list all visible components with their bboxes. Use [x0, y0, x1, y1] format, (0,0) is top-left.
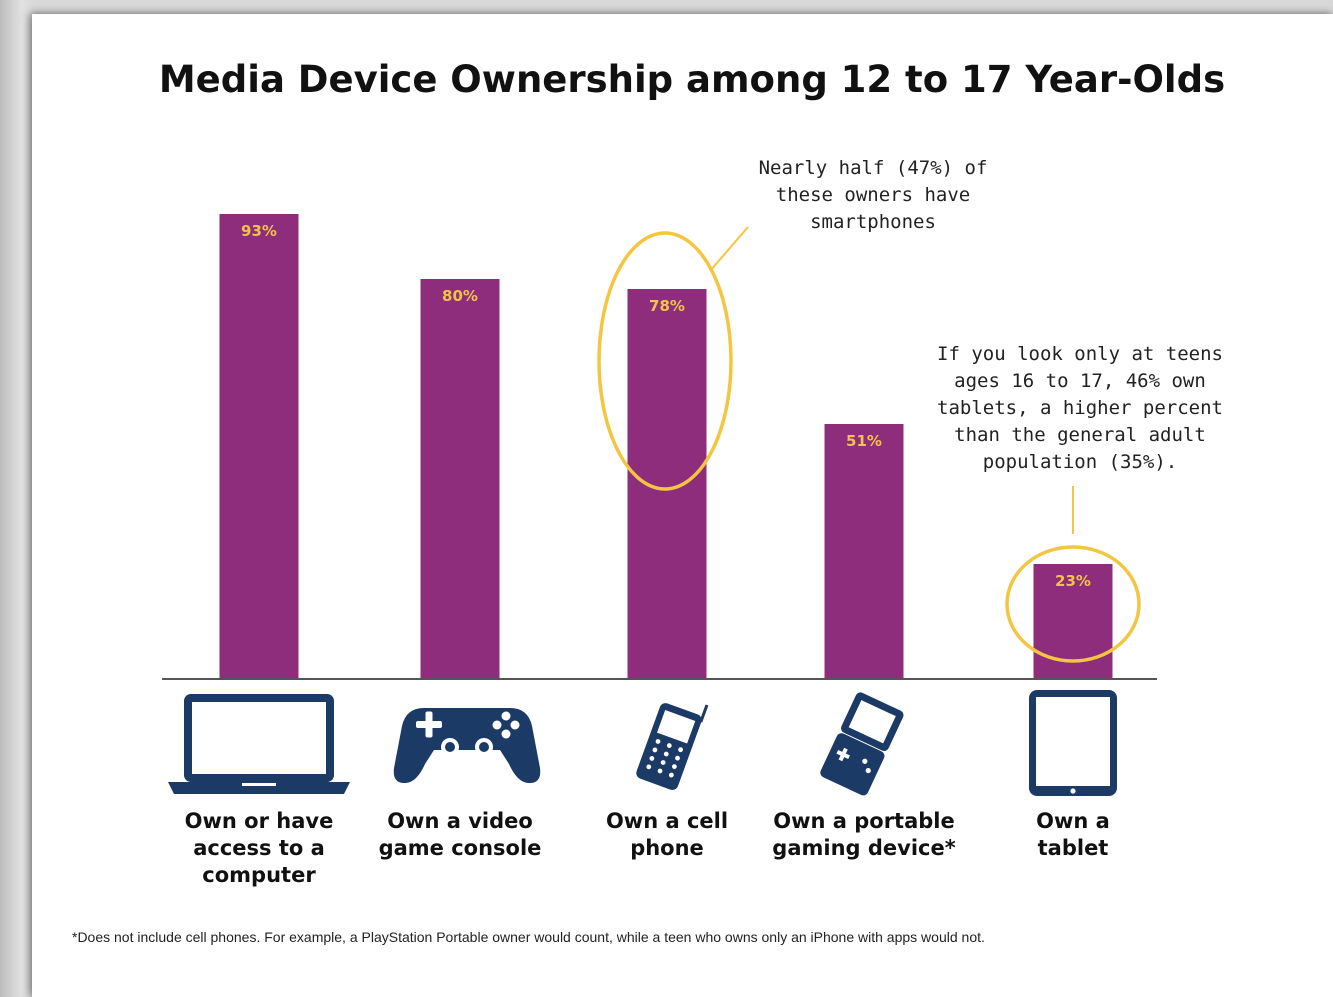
portable-gaming-device-icon [820, 692, 904, 796]
bar-3 [824, 424, 904, 679]
annotation-0-line-0: Nearly half (47%) of [759, 157, 988, 179]
category-label-3-line-1: gaming device* [772, 836, 955, 860]
highlight-rings [597, 231, 1141, 663]
laptop-icon [168, 694, 350, 794]
category-labels: Own or have access to a computer Own a vide… [185, 809, 1110, 887]
highlight-ring-cell-phone [597, 231, 733, 491]
bar-1 [420, 279, 500, 679]
category-label-3-line-0: Own a portable [773, 809, 955, 833]
annotation-1-line-4: population (35%). [983, 451, 1177, 473]
category-label-2-line-0: Own a cell [606, 809, 728, 833]
bar-value-label-1: 80% [442, 287, 478, 305]
category-label-2-line-1: phone [630, 836, 704, 860]
category-label-1-line-0: Own a video [387, 809, 533, 833]
footnote: *Does not include cell phones. For examp… [72, 929, 985, 945]
annotation-0-line-2: smartphones [810, 211, 936, 233]
annotations-layer: Nearly half (47%) of these owners have sma… [709, 157, 1223, 534]
bar-0 [219, 214, 299, 679]
chart-title: Media Device Ownership among 12 to 17 Ye… [159, 58, 1225, 101]
category-label-4-line-1: tablet [1038, 836, 1109, 860]
category-label-0-line-2: computer [202, 863, 316, 887]
tablet-icon [1029, 690, 1117, 796]
category-label-0-line-1: access to a [193, 836, 325, 860]
annotation-1-line-3: than the general adult [954, 424, 1206, 446]
bar-value-label-4: 23% [1055, 572, 1091, 590]
category-label-1-line-1: game console [379, 836, 542, 860]
annotation-1-line-0: If you look only at teens [937, 343, 1223, 365]
annotation-0-line-1: these owners have [776, 184, 970, 206]
cell-phone-icon [636, 703, 709, 790]
bar-value-label-2: 78% [649, 297, 685, 315]
bar-value-label-3: 51% [846, 432, 882, 450]
category-label-0-line-0: Own or have [185, 809, 334, 833]
annotation-1-line-2: tablets, a higher percent [937, 397, 1223, 419]
annotation-1-line-1: ages 16 to 17, 46% own [954, 370, 1206, 392]
bars-layer: 93% 80% 78% 51% 23% [219, 214, 1113, 679]
annotation-connector-cell-phone [709, 226, 749, 272]
highlight-ring-tablet [1005, 545, 1141, 663]
bar-value-label-0: 93% [241, 222, 277, 240]
chart-card: Media Device Ownership among 12 to 17 Ye… [32, 14, 1333, 997]
game-controller-icon [393, 708, 541, 784]
bar-2 [627, 289, 707, 679]
bar-chart: Media Device Ownership among 12 to 17 Ye… [72, 58, 1225, 945]
category-label-4-line-0: Own a [1036, 809, 1110, 833]
device-icons [168, 690, 1117, 796]
